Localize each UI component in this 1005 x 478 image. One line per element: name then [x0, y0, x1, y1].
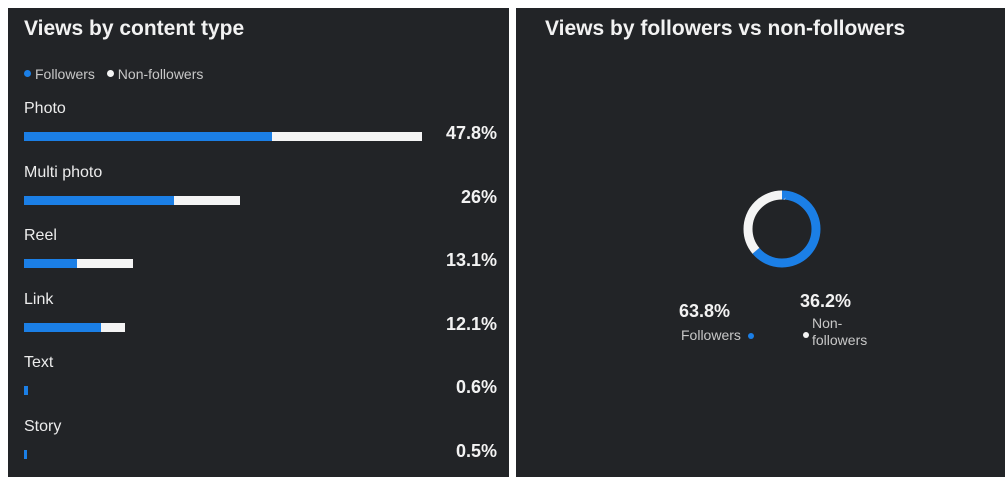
legend-followers[interactable]: Followers [24, 66, 95, 82]
bar-track [24, 195, 422, 205]
bar-track [24, 322, 422, 332]
followers-dot-icon [24, 70, 31, 77]
content-type-panel: Views by content type Followers Non-foll… [8, 8, 509, 477]
bar-total-label: 26% [460, 186, 497, 207]
bar-track [24, 386, 422, 396]
followers-pct: 63.8% [679, 301, 731, 321]
bar-row[interactable]: Text 0.6% [8, 354, 509, 414]
bar-row[interactable]: Multi photo 26% [8, 164, 509, 224]
bar-total-label: 12.1% [445, 313, 497, 334]
non-followers-dot-icon [106, 70, 114, 77]
bar-row[interactable]: Reel 13.1% [8, 227, 509, 287]
bar-total-label: 13.1% [445, 250, 497, 271]
bar-category-label: Story [24, 418, 62, 435]
bar-track [24, 450, 422, 459]
bar-total-label: 0.6% [455, 377, 497, 398]
legend-non-followers[interactable]: Non-followers [106, 65, 204, 82]
followers-caption-label: Followers [681, 327, 741, 343]
bar-category-label: Link [24, 290, 54, 308]
bar-row[interactable]: Link 12.1% [8, 291, 509, 351]
chart-legend: Followers Non-followers [24, 64, 211, 82]
bar-followers-segment[interactable] [24, 195, 174, 205]
bar-total-label: 0.5% [455, 441, 497, 461]
bar-category-label: Reel [24, 227, 57, 245]
bar-non-followers-segment[interactable] [77, 259, 134, 269]
bar-non-followers-segment[interactable] [100, 322, 125, 332]
bar-followers-segment[interactable] [24, 386, 29, 396]
bar-total-label: 47.8% [445, 123, 497, 143]
donut-non-followers-arc[interactable] [743, 190, 821, 268]
bar-category-label: Multi photo [24, 163, 103, 181]
content-type-title: Views by content type [24, 17, 245, 40]
legend-followers-label: Followers [35, 65, 95, 82]
bar-track [24, 132, 422, 141]
bar-non-followers-segment[interactable] [272, 132, 422, 141]
followers-panel: Views by followers vs non-followers 63.8… [516, 8, 1005, 477]
followers-caption-dot-icon [747, 333, 754, 340]
non-followers-caption: Non- followers [803, 315, 883, 349]
bar-followers-segment[interactable] [24, 132, 273, 141]
followers-donut[interactable] [516, 8, 1005, 477]
bar-row[interactable]: Photo 47.8% [8, 100, 509, 160]
legend-non-followers-label: Non-followers [117, 65, 204, 82]
bar-category-label: Photo [24, 100, 66, 117]
followers-caption: Followers [681, 327, 754, 344]
bar-followers-segment[interactable] [24, 322, 101, 332]
followers-title: Views by followers vs non-followers [545, 17, 906, 40]
bar-followers-segment[interactable] [24, 450, 28, 459]
non-followers-pct: 36.2% [800, 291, 852, 311]
bar-followers-segment[interactable] [24, 259, 78, 269]
non-followers-caption-dot-icon [803, 332, 809, 338]
bar-non-followers-segment[interactable] [173, 195, 241, 205]
bar-category-label: Text [24, 354, 54, 372]
bar-row[interactable]: Story 0.5% [8, 418, 509, 478]
bar-track [24, 259, 422, 269]
non-followers-caption-label: Non- followers [812, 315, 868, 348]
